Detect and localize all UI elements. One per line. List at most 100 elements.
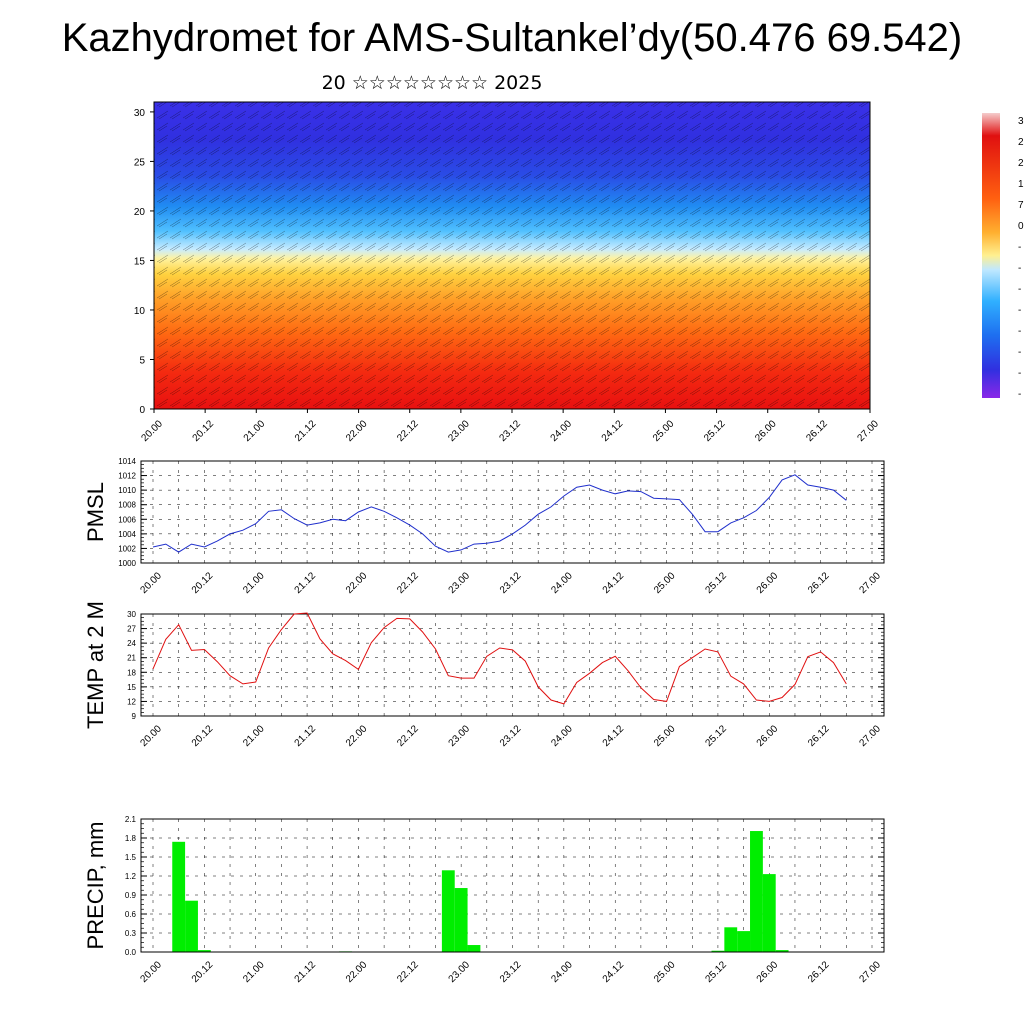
x-tick-label: 20.00 (138, 723, 164, 749)
y-tick-label: 5 (139, 355, 145, 366)
x-tick-label: 20.00 (138, 570, 164, 596)
y-tick-label: 0.9 (125, 891, 137, 900)
x-tick-label: 22.12 (395, 418, 421, 444)
x-tick-label: 26.12 (806, 723, 832, 749)
precip-bar (775, 950, 789, 952)
y-tick-label: 27 (127, 625, 136, 634)
x-tick-label: 20.12 (190, 570, 216, 596)
colorbar-label: - (1018, 326, 1021, 337)
x-tick-label: 20.00 (138, 959, 164, 985)
x-tick-label: 26.00 (753, 418, 779, 444)
x-tick-label: 23.00 (446, 418, 472, 444)
colorbar-label: 7 (1018, 200, 1024, 211)
colorbar-label: 2 (1018, 137, 1024, 148)
panel-frame (140, 613, 885, 717)
colorbar-label: 3 (1018, 116, 1024, 127)
x-tick-label: 25.12 (703, 723, 729, 749)
x-tick-label: 24.00 (549, 570, 575, 596)
y-tick-label: 12 (127, 697, 136, 706)
colorbar-label: - (1018, 305, 1021, 316)
x-tick-label: 20.12 (191, 418, 217, 444)
colorbar-ramp (982, 113, 1000, 398)
y-tick-label: 1006 (118, 515, 136, 524)
x-tick-label: 22.12 (395, 723, 421, 749)
x-tick-label: 24.12 (601, 959, 627, 985)
y-tick-label: 0.3 (125, 929, 137, 938)
precip-bar (737, 931, 751, 952)
y-axis-label: PRECIP, mm (83, 822, 108, 950)
x-tick-label: 26.00 (755, 723, 781, 749)
y-axis-label: TEMP at 2 M (83, 601, 108, 729)
colorbar-label: - (1018, 389, 1021, 400)
y-tick-label: 10 (134, 306, 146, 317)
heatmap-panel: 0 5 10 15 20 25 30 20.00 20.12 21.00 21.12 22.00 22.… (134, 101, 881, 444)
y-tick-label: 1010 (118, 486, 136, 495)
x-tick-label: 24.00 (549, 959, 575, 985)
x-tick-label: 25.12 (703, 959, 729, 985)
x-tick-label: 27.00 (857, 723, 883, 749)
precip-bar (454, 888, 468, 952)
x-tick-label: 20.12 (190, 723, 216, 749)
x-tick-label: 24.12 (600, 418, 626, 444)
y-tick-label: 18 (127, 668, 136, 677)
colorbar: 3 2 2 1 7 0 - - - - - - - - (982, 113, 1024, 400)
precip-bar (762, 874, 776, 952)
x-tick-label: 20.00 (139, 418, 165, 444)
x-tick-label: 27.00 (857, 959, 883, 985)
x-tick-label: 23.00 (447, 570, 473, 596)
x-tick-label: 22.12 (395, 570, 421, 596)
x-tick-label: 25.00 (652, 723, 678, 749)
colorbar-label: 0 (1018, 221, 1024, 232)
x-tick-label: 25.00 (652, 570, 678, 596)
y-tick-label: 20 (134, 207, 146, 218)
series-line (152, 474, 847, 553)
precip-bar (724, 927, 738, 952)
x-tick-label: 25.12 (702, 418, 728, 444)
y-tick-label: 1002 (118, 544, 136, 553)
chart-title: Kazhydromet for AMS-Sultankel’dy(50.476 … (61, 16, 963, 60)
x-tick-label: 24.00 (549, 723, 575, 749)
x-tick-label: 24.12 (601, 570, 627, 596)
x-tick-label: 23.12 (497, 418, 523, 444)
y-tick-label: 1000 (118, 559, 136, 568)
y-tick-label: 21 (127, 654, 136, 663)
y-tick-label: 1.2 (125, 872, 137, 881)
colorbar-label: 2 (1018, 158, 1024, 169)
y-tick-label: 24 (127, 639, 136, 648)
wind-streamlines (154, 102, 870, 409)
precip-bar (750, 831, 763, 952)
y-tick-label: 1.5 (125, 853, 137, 862)
colorbar-label: - (1018, 284, 1021, 295)
x-tick-label: 23.12 (498, 723, 524, 749)
x-tick-label: 22.00 (344, 723, 370, 749)
precip-bar (172, 841, 186, 952)
x-tick-label: 22.00 (344, 959, 370, 985)
precip-bar (197, 950, 211, 952)
y-tick-label: 0.0 (125, 948, 137, 957)
colorbar-label: 1 (1018, 179, 1024, 190)
y-tick-label: 1012 (118, 472, 136, 481)
x-tick-label: 23.00 (447, 723, 473, 749)
y-tick-label: 2.1 (125, 815, 137, 824)
x-tick-label: 21.00 (241, 570, 267, 596)
x-tick-label: 27.00 (855, 418, 881, 444)
x-tick-label: 21.12 (293, 418, 319, 444)
y-tick-label: 0.6 (125, 910, 137, 919)
x-tick-label: 26.00 (755, 959, 781, 985)
x-tick-label: 21.00 (241, 959, 267, 985)
y-tick-label: 15 (127, 683, 136, 692)
precip-bar (711, 950, 725, 952)
y-axis-label: PMSL (83, 482, 108, 542)
y-tick-label: 1.8 (125, 834, 137, 843)
x-tick-label: 23.12 (498, 570, 524, 596)
x-tick-label: 22.00 (344, 418, 370, 444)
x-tick-label: 27.00 (857, 570, 883, 596)
y-tick-label: 30 (127, 610, 136, 619)
x-tick-label: 23.00 (447, 959, 473, 985)
x-tick-label: 21.12 (293, 570, 319, 596)
y-tick-label: 1008 (118, 501, 136, 510)
y-tick-label: 9 (132, 712, 137, 721)
y-tick-label: 30 (134, 108, 146, 119)
x-tick-label: 21.12 (293, 723, 319, 749)
x-tick-label: 21.12 (293, 959, 319, 985)
